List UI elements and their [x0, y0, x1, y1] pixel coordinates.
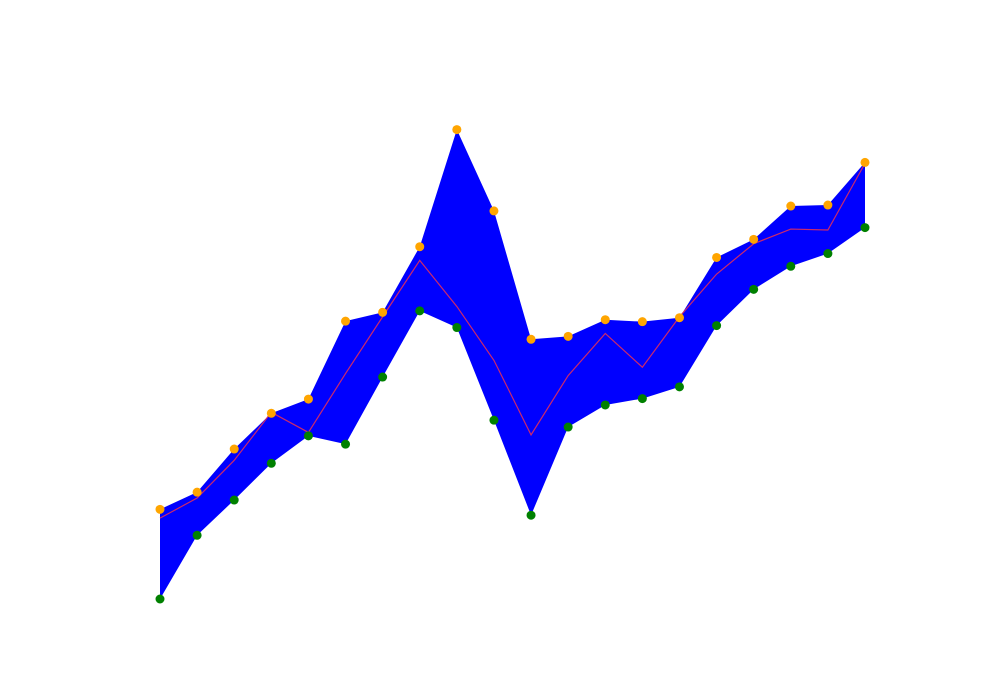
lower-series-point [860, 223, 870, 233]
upper-series-point [749, 234, 759, 244]
band-area [160, 129, 865, 599]
lower-series-point [155, 594, 165, 604]
upper-series-point [229, 444, 239, 454]
lower-series-point [229, 495, 239, 505]
upper-series-markers [155, 125, 870, 514]
lower-series-point [266, 458, 276, 468]
upper-series-point [526, 334, 536, 344]
upper-series-point [712, 252, 722, 262]
lower-series-point [489, 415, 499, 425]
upper-series-point [155, 504, 165, 514]
lower-series-point [637, 394, 647, 404]
upper-series-point [600, 315, 610, 325]
upper-series-point [266, 408, 276, 418]
upper-series-point [489, 206, 499, 216]
upper-series-point [341, 316, 351, 326]
lower-series-markers [155, 223, 870, 604]
lower-series-point [712, 321, 722, 331]
plot-area [155, 125, 870, 604]
lower-series-point [192, 530, 202, 540]
lower-series-point [526, 510, 536, 520]
lower-series-point [341, 439, 351, 449]
lower-series-point [378, 372, 388, 382]
upper-series-point [303, 394, 313, 404]
upper-series-point [637, 317, 647, 327]
lower-series-point [674, 382, 684, 392]
lower-series-point [415, 306, 425, 316]
middle-series-line [159, 163, 866, 519]
upper-series-point [674, 313, 684, 323]
lower-series-point [303, 431, 313, 441]
lower-series-point [786, 261, 796, 271]
lower-series-point [823, 249, 833, 259]
lower-series-point [600, 400, 610, 410]
upper-series-point [192, 487, 202, 497]
upper-series-point [563, 331, 573, 341]
lower-series-point [563, 422, 573, 432]
upper-series-point [860, 157, 870, 167]
upper-series-point [378, 307, 388, 317]
upper-series-point [415, 242, 425, 252]
lower-series-point [749, 284, 759, 294]
upper-series-point [786, 201, 796, 211]
upper-series-point [823, 200, 833, 210]
upper-series-point [452, 125, 462, 135]
lower-series-point [452, 323, 462, 333]
